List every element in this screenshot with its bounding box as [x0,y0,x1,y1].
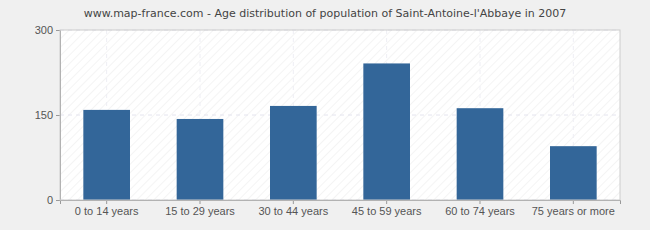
x-tick-mark [386,200,387,204]
grid-line [60,115,620,116]
x-tick: 0 to 14 years [75,200,139,217]
plot-area [60,30,620,200]
chart: 0 150 300 0 to 14 years 15 to 29 years 30 to … [0,0,650,230]
y-axis: 0 150 300 [35,24,61,206]
y-tick-label: 0 [47,194,53,206]
bar [83,110,130,200]
bars [83,63,596,200]
x-tick: 45 to 59 years [352,200,422,217]
x-axis-line [61,201,621,205]
x-tick: 30 to 44 years [258,200,328,217]
x-tick: 60 to 74 years [445,200,515,217]
y-tick-label: 300 [35,24,53,36]
x-tick: 75 years or more [532,200,615,217]
x-tick-mark [480,200,481,204]
bar [550,146,597,200]
x-tick-label: 15 to 29 years [165,205,235,217]
y-tick: 300 [35,24,60,36]
x-tick-mark [106,200,107,204]
plot-frame [60,30,620,200]
x-tick-label: 30 to 44 years [258,205,328,217]
bar [363,63,410,200]
bar [457,108,504,200]
y-tick: 150 [35,109,60,121]
y-tick-label: 150 [35,109,53,121]
background [0,0,650,230]
x-tick-mark [293,200,294,204]
y-tick-mark [56,200,60,201]
plot: 0 150 300 0 to 14 years 15 to 29 years 30 to … [35,24,621,217]
x-tick-label: 75 years or more [532,205,615,217]
x-tick: 15 to 29 years [165,200,235,217]
bar [270,106,317,200]
x-tick-mark [200,200,201,204]
x-tick-label: 0 to 14 years [75,205,139,217]
bar [177,119,224,200]
x-tick-mark [573,200,574,204]
x-tick-label: 60 to 74 years [445,205,515,217]
title: www.map-france.com - Age distribution of… [84,7,567,20]
y-tick: 0 [47,194,60,206]
x-axis: 0 to 14 years 15 to 29 years 30 to 44 year… [61,200,621,217]
y-tick-mark [56,115,60,116]
y-tick-mark [56,30,60,31]
x-tick-label: 45 to 59 years [352,205,422,217]
